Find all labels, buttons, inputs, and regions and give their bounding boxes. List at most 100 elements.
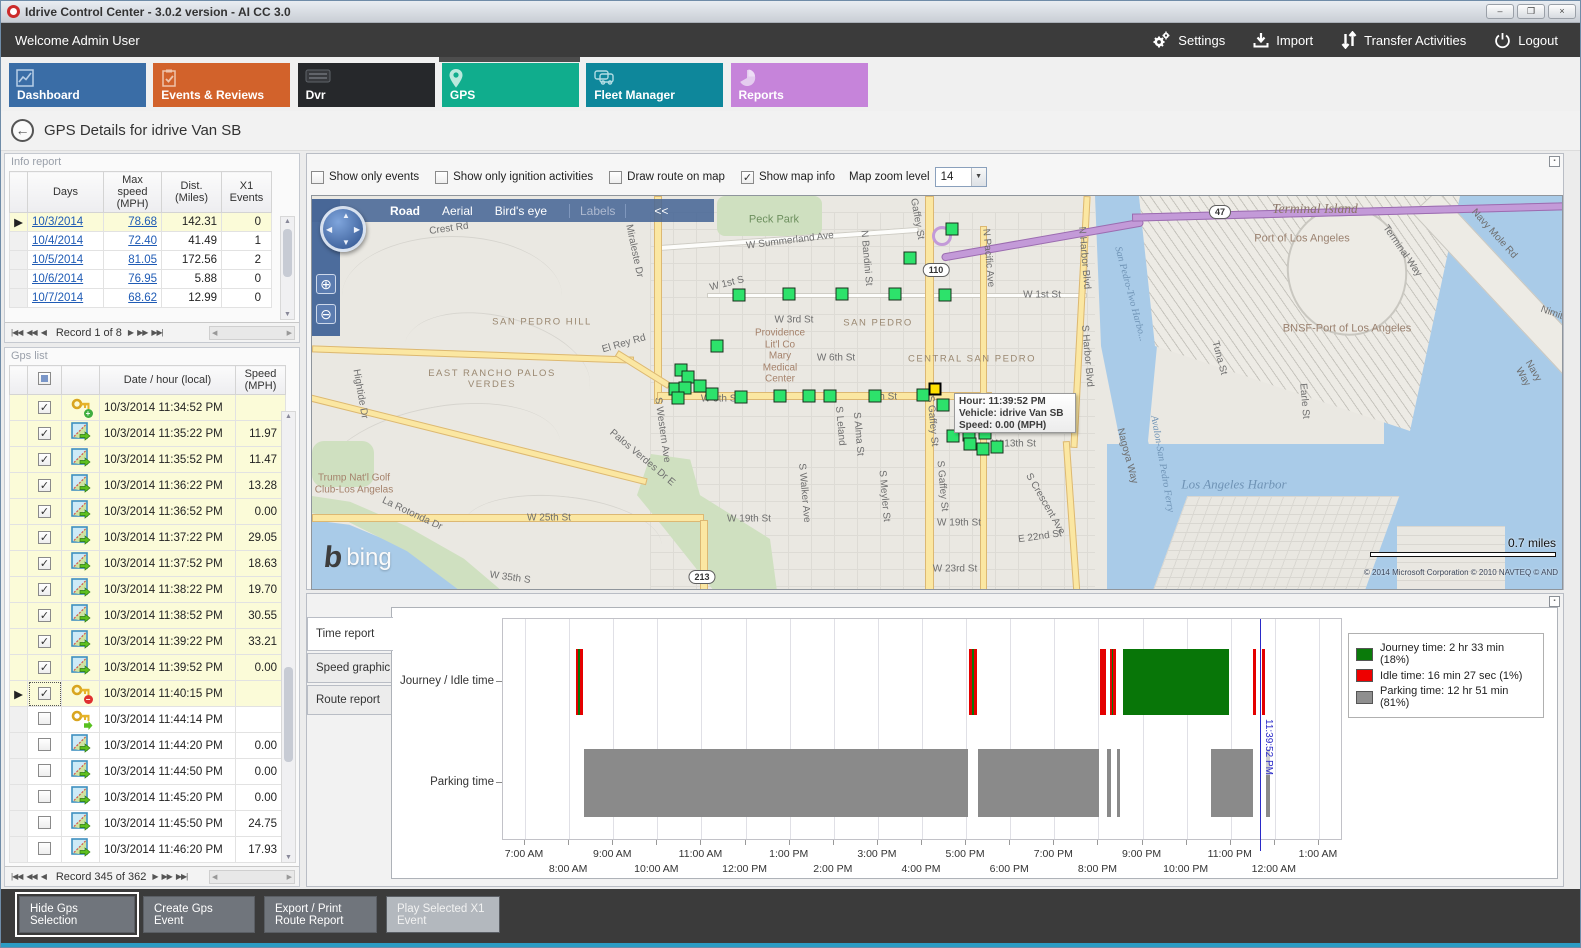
map-marker[interactable] [945,222,959,236]
map-zoom-select[interactable]: 14 ▼ [934,167,987,187]
map-marker[interactable] [734,390,748,404]
map-marker[interactable] [990,440,1004,454]
menu-action-settings[interactable]: Settings [1151,31,1225,49]
row-checkbox[interactable] [38,763,51,777]
table-row[interactable]: 10/6/2014 76.95 5.88 0 [9,269,272,289]
info-column-header[interactable]: Max speed (MPH) [103,171,162,213]
info-column-header[interactable]: X1 Events [221,171,272,213]
map-marker[interactable] [705,387,719,401]
map-mode-road[interactable]: Road [390,203,420,218]
tab-speed-graphic[interactable]: Speed graphic [307,653,392,683]
row-checkbox[interactable] [38,453,51,466]
row-checkbox[interactable] [38,635,51,648]
pager-icon[interactable]: ◀◀ [26,328,37,337]
tab-fleet-manager[interactable]: Fleet Manager [586,63,724,107]
map-marker[interactable] [938,288,952,302]
tab-dvr[interactable]: Dvr [297,63,435,107]
info-column-header[interactable]: Days [27,171,104,213]
row-checkbox[interactable] [38,401,51,414]
map-marker[interactable] [976,442,990,456]
map-marker[interactable] [802,389,816,403]
max-speed-link[interactable]: 81.05 [128,254,157,266]
pager-icon[interactable]: |◀◀ [11,328,23,337]
gps-row[interactable]: 10/3/2014 11:46:20 PM 17.93 [9,836,286,863]
pager-icon[interactable]: ▶ [127,328,134,337]
pager-icon[interactable]: ◀◀ [26,872,37,881]
day-link[interactable]: 10/3/2014 [32,216,84,228]
gps-pager-hscroll[interactable]: ◀ ▶ [209,869,295,884]
row-checkbox[interactable] [38,841,51,855]
menu-action-logout[interactable]: Logout [1494,32,1558,49]
map-marker[interactable] [823,389,837,403]
pager-icon[interactable]: ◀ [40,328,47,337]
row-checkbox[interactable] [38,531,51,544]
close-button[interactable]: × [1548,4,1576,19]
selected-map-marker[interactable] [928,382,942,396]
gps-row[interactable]: ▶ −10/3/2014 11:40:15 PM [9,680,286,707]
gps-row[interactable]: 10/3/2014 11:45:20 PM 0.00 [9,784,286,811]
toolbar-checkbox[interactable] [435,170,449,184]
collapse-chart-panel-button[interactable]: ▪ [1549,596,1560,607]
maximize-button[interactable]: ❐ [1517,4,1545,19]
row-checkbox[interactable] [38,479,51,492]
map-marker[interactable] [936,398,950,412]
map-marker[interactable] [868,389,882,403]
map-marker[interactable] [732,288,746,302]
map-marker[interactable] [773,389,787,403]
bing-map[interactable]: Crest Rd Miraleste Dr Peck Park W Summerlan… [311,195,1563,590]
back-button[interactable]: ← [11,119,34,142]
map-marker[interactable] [835,287,849,301]
gps-row[interactable]: +10/3/2014 11:34:52 PM [9,394,286,421]
row-checkbox[interactable] [38,737,51,751]
menu-action-transfer-activities[interactable]: Transfer Activities [1341,31,1466,49]
pager-icon[interactable]: ◀ [40,872,47,881]
gps-row[interactable]: 10/3/2014 11:44:14 PM [9,706,286,733]
minimize-button[interactable]: – [1486,4,1514,19]
pager-icon[interactable]: ▶▶| [175,872,188,881]
pager-icon[interactable]: ▶▶ [137,328,148,337]
gps-row[interactable]: 10/3/2014 11:44:20 PM 0.00 [9,732,286,759]
table-row[interactable]: ▶ 10/3/2014 78.68 142.31 0 [9,212,272,232]
gps-row[interactable]: 10/3/2014 11:39:52 PM0.00 [9,654,286,681]
row-checkbox[interactable] [38,711,51,725]
row-checkbox[interactable] [38,583,51,596]
tab-events-reviews[interactable]: Events & Reviews [153,63,291,107]
pager-icon[interactable]: ▶ [152,872,158,881]
export-print-route-report-button[interactable]: Export / Print Route Report [264,896,377,933]
gps-column-header[interactable]: Date / hour (local) [99,365,236,395]
map-marker[interactable] [710,339,724,353]
compass-control[interactable]: ▲ ▼ ◀ ▶ [320,206,366,252]
gps-row[interactable]: 10/3/2014 11:36:52 PM0.00 [9,498,286,525]
gps-row[interactable]: 10/3/2014 11:44:50 PM 0.00 [9,758,286,785]
tab-reports[interactable]: Reports [730,63,868,107]
toolbar-checkbox[interactable] [609,170,623,184]
row-checkbox[interactable] [38,609,51,622]
map-mode-aerial[interactable]: Aerial [442,203,473,218]
row-checkbox[interactable] [38,687,51,700]
map-mode-labels[interactable]: Labels [569,203,627,218]
day-link[interactable]: 10/4/2014 [32,235,84,247]
map-marker[interactable] [693,379,707,393]
map-mode-birdseye[interactable]: Bird's eye [494,203,547,218]
info-column-header[interactable]: Dist. (Miles) [161,171,222,213]
max-speed-link[interactable]: 68.62 [128,292,157,304]
table-row[interactable]: 10/7/2014 68.62 12.99 0 [9,288,272,308]
row-checkbox[interactable] [38,815,51,829]
tab-gps[interactable]: GPS [441,63,579,107]
toolbar-checkbox[interactable] [311,170,324,184]
info-pager-hscroll[interactable]: ◀ ▶ [209,325,295,340]
map-marker[interactable] [782,287,796,301]
pager-icon[interactable]: ▶▶| [151,328,163,337]
gps-column-header[interactable]: Speed (MPH) [235,365,286,395]
select-all-checkbox[interactable] [38,372,51,385]
map-marker[interactable] [963,437,977,451]
day-link[interactable]: 10/5/2014 [32,254,84,266]
